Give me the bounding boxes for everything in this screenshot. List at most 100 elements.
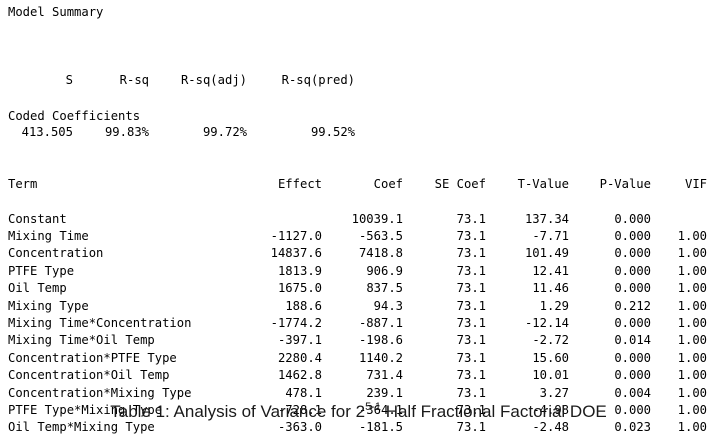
coef-p-value: 0.000 xyxy=(614,402,651,417)
coef-p-value: 0.000 xyxy=(614,350,651,365)
coef-effect: -728.1 xyxy=(277,402,322,417)
coef-p-value: 0.212 xyxy=(614,298,651,313)
coef-t-value: 15.60 xyxy=(532,350,569,365)
coef-coef: 731.4 xyxy=(366,368,403,383)
coef-table-row: Mixing Type 188.6 94.3 73.1 1.29 0.212 1.00 xyxy=(8,298,707,315)
coef-coef: 239.1 xyxy=(366,385,403,400)
ms-header-rsq-pred: R-sq(pred) xyxy=(281,72,355,87)
coef-term: Concentration*Oil Temp xyxy=(8,368,170,383)
coef-t-value: -12.14 xyxy=(524,315,569,330)
coef-header-se-coef: SE Coef xyxy=(434,176,486,191)
coef-p-value: 0.000 xyxy=(614,263,651,278)
coef-table-row: Constant 10039.1 73.1 137.34 0.000 xyxy=(8,211,651,228)
ms-header-rsq: R-sq xyxy=(119,72,149,87)
coef-t-value: 3.27 xyxy=(539,385,569,400)
coef-term: Mixing Time*Concentration xyxy=(8,315,192,330)
coef-effect: 1462.8 xyxy=(277,368,322,383)
model-summary-table: S R-sq R-sq(adj) R-sq(pred) 413.505 99.8… xyxy=(8,37,355,159)
coef-term: Oil Temp xyxy=(8,281,67,296)
coef-effect: 188.6 xyxy=(285,298,322,313)
coef-term: Concentration*Mixing Type xyxy=(8,385,192,400)
ms-value-rsq-adj: 99.72% xyxy=(202,125,247,140)
coef-p-value: 0.000 xyxy=(614,246,651,261)
coef-table-row: Concentration 14837.6 7418.8 73.1 101.49 0.00… xyxy=(8,245,707,262)
coef-coef: -198.6 xyxy=(358,333,403,348)
coef-coef: 1140.2 xyxy=(358,350,403,365)
coef-term: Constant xyxy=(8,211,67,226)
model-summary-heading: Model Summary xyxy=(8,5,104,19)
ms-value-rsq: 99.83% xyxy=(104,125,149,140)
coef-se-coef: 73.1 xyxy=(456,246,486,261)
coef-term: PTFE Type xyxy=(8,263,75,278)
coef-header-t-value: T-Value xyxy=(517,176,569,191)
coef-term: Concentration*PTFE Type xyxy=(8,350,177,365)
coef-se-coef: 73.1 xyxy=(456,263,486,278)
coef-se-coef: 73.1 xyxy=(456,402,486,417)
coef-header-effect: Effect xyxy=(277,176,322,191)
coef-t-value: 137.34 xyxy=(524,211,569,226)
coef-se-coef: 73.1 xyxy=(456,229,486,243)
coef-se-coef: 73.1 xyxy=(456,385,486,400)
coef-vif: 1.00 xyxy=(677,385,707,400)
model-summary-header-row: S R-sq R-sq(adj) R-sq(pred) xyxy=(8,72,355,89)
coef-header-vif: VIF xyxy=(684,176,707,191)
coef-vif: 1.00 xyxy=(677,333,707,348)
coef-p-value: 0.000 xyxy=(614,368,651,383)
coef-t-value: 11.46 xyxy=(532,281,569,296)
coef-vif: 1.00 xyxy=(677,229,707,243)
coded-coefficients-heading: Coded Coefficients xyxy=(8,109,141,123)
coef-t-value: -7.71 xyxy=(532,229,569,243)
coef-effect: 1675.0 xyxy=(277,281,322,296)
coef-vif: 1.00 xyxy=(677,246,707,261)
ms-value-rsq-pred: 99.52% xyxy=(310,125,355,140)
caption-suffix: Half Fractional Factorial DOE xyxy=(380,402,607,421)
coef-p-value: 0.014 xyxy=(614,333,651,348)
coef-coef: 906.9 xyxy=(366,263,403,278)
coef-term: Mixing Time*Oil Temp xyxy=(8,333,155,348)
coef-effect: 478.1 xyxy=(285,385,322,400)
coef-se-coef: 73.1 xyxy=(456,281,486,296)
coef-p-value: 0.004 xyxy=(614,385,651,400)
coef-vif: 1.00 xyxy=(677,350,707,365)
coef-coef: -887.1 xyxy=(358,315,403,330)
coef-se-coef: 73.1 xyxy=(456,211,486,226)
coef-coef: 7418.8 xyxy=(358,246,403,261)
ms-value-s: 413.505 xyxy=(21,125,73,140)
coef-table-row: PTFE Type*Mixing Type -728.1 -364.1 73.1 -4.… xyxy=(8,402,707,419)
coef-table-row: PTFE Type 1813.9 906.9 73.1 12.41 0.000 1.00 xyxy=(8,263,707,280)
coef-effect: -1127.0 xyxy=(270,229,322,243)
coef-vif: 1.00 xyxy=(677,263,707,278)
ms-header-s: S xyxy=(65,72,73,87)
coef-p-value: 0.000 xyxy=(614,211,651,226)
coef-vif: 1.00 xyxy=(677,298,707,313)
coef-vif: 1.00 xyxy=(677,281,707,296)
coef-term: Mixing Type xyxy=(8,298,89,313)
coef-table-row: Concentration*Oil Temp 1462.8 731.4 73.1 10.… xyxy=(8,367,707,384)
coef-effect: 1813.9 xyxy=(277,263,322,278)
coef-header-row: Term Effect Coef SE Coef T-Value P-Value… xyxy=(8,176,707,193)
model-summary-value-row: 413.505 99.83% 99.72% 99.52% xyxy=(8,124,355,141)
coef-coef: 837.5 xyxy=(366,281,403,296)
coef-coef: 94.3 xyxy=(373,298,403,313)
coef-se-coef: 73.1 xyxy=(456,333,486,348)
coef-t-value: -2.72 xyxy=(532,333,569,348)
coef-se-coef: 73.1 xyxy=(456,368,486,383)
caption-prefix: Table 1: Analysis of Variance for 2 xyxy=(110,402,366,421)
coef-p-value: 0.000 xyxy=(614,281,651,296)
coef-table-row: Mixing Time*Oil Temp -397.1 -198.6 73.1 -2.7… xyxy=(8,332,707,349)
coef-coef: -364.1 xyxy=(358,402,403,417)
caption-superscript: 5-1 xyxy=(365,401,381,413)
coef-vif: 1.00 xyxy=(677,368,707,383)
coef-term: PTFE Type*Mixing Type xyxy=(8,402,163,417)
coef-header-p-value: P-Value xyxy=(599,176,651,191)
coef-table-row: Mixing Time -1127.0 -563.5 73.1 -7.71 0.000 1.… xyxy=(8,228,707,245)
coded-coefficients-table: Term Effect Coef SE Coef T-Value P-Value… xyxy=(8,141,707,437)
coef-table-row: Concentration*PTFE Type 2280.4 1140.2 73.1 1… xyxy=(8,350,707,367)
coef-t-value: -4.98 xyxy=(532,402,569,417)
coef-vif: 1.00 xyxy=(677,402,707,417)
coef-table-row: Oil Temp 1675.0 837.5 73.1 11.46 0.000 1.00 xyxy=(8,280,707,297)
coef-t-value: 1.29 xyxy=(539,298,569,313)
coef-table-row: Concentration*Mixing Type 478.1 239.1 73.1 3… xyxy=(8,385,707,402)
coef-p-value: 0.000 xyxy=(614,229,651,243)
table-caption: Table 1: Analysis of Variance for 25-1 H… xyxy=(0,402,717,422)
